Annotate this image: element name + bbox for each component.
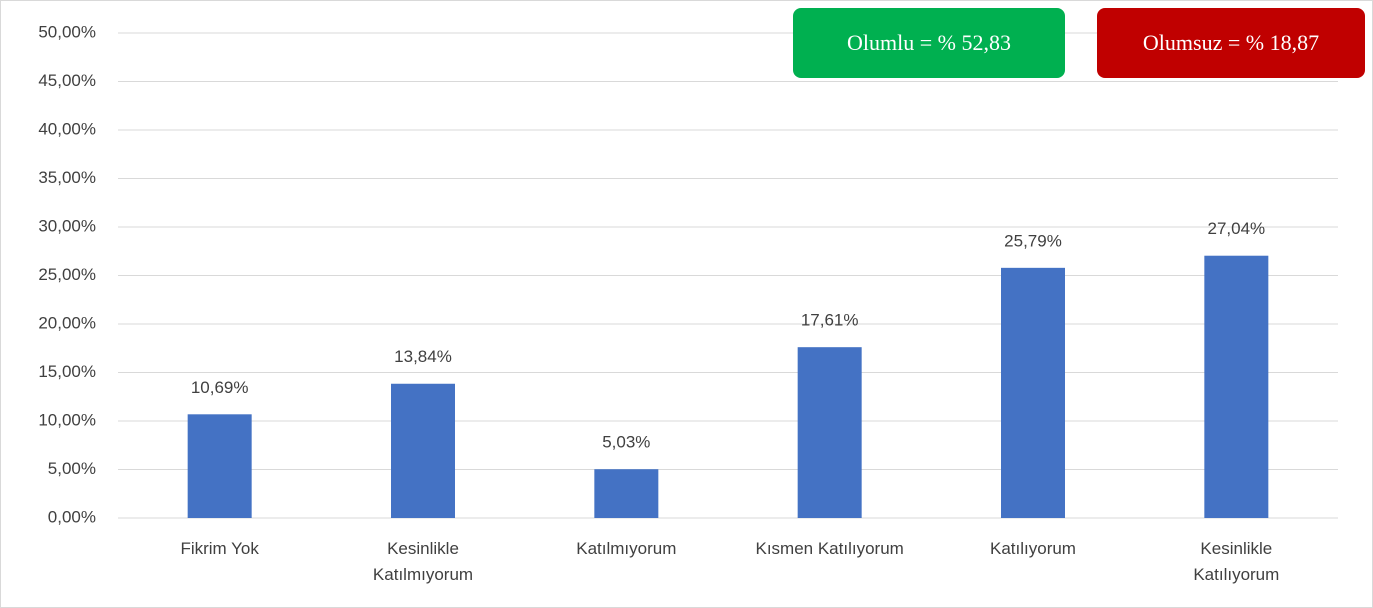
data-label: 10,69% xyxy=(191,378,249,397)
data-label: 25,79% xyxy=(1004,231,1062,250)
annotation: Olumlu = % 52,83 xyxy=(793,8,1065,78)
y-tick-label: 15,00% xyxy=(38,362,96,381)
bar xyxy=(391,383,455,518)
bar xyxy=(797,347,862,518)
y-tick-label: 25,00% xyxy=(38,265,96,284)
y-tick-label: 20,00% xyxy=(38,313,96,332)
annotation: Olumsuz = % 18,87 xyxy=(1097,8,1365,78)
data-label: 27,04% xyxy=(1207,219,1265,238)
x-tick-label: Kesinlikle Katılmıyorum xyxy=(372,539,474,584)
x-tick-label: Kesinlikle Katılıyorum xyxy=(1193,539,1280,584)
y-tick-label: 40,00% xyxy=(38,119,96,138)
y-tick-label: 10,00% xyxy=(38,410,96,429)
y-tick-label: 0,00% xyxy=(48,507,96,526)
x-tick-label: Fikrim Yok xyxy=(180,539,259,558)
bar xyxy=(1001,267,1065,518)
bar xyxy=(594,469,659,518)
y-tick-label: 50,00% xyxy=(38,22,96,41)
y-tick-label: 45,00% xyxy=(38,71,96,90)
y-tick-label: 35,00% xyxy=(38,168,96,187)
y-tick-label: 5,00% xyxy=(48,459,96,478)
data-label: 17,61% xyxy=(801,311,859,330)
data-label: 13,84% xyxy=(394,347,452,366)
x-tick-label: Katılıyorum xyxy=(990,539,1076,558)
bar xyxy=(187,414,252,518)
x-tick-label: Kısmen Katılıyorum xyxy=(755,539,904,558)
bar xyxy=(1204,255,1269,518)
data-label: 5,03% xyxy=(602,433,650,452)
x-tick-label: Katılmıyorum xyxy=(576,539,677,558)
y-tick-label: 30,00% xyxy=(38,216,96,235)
